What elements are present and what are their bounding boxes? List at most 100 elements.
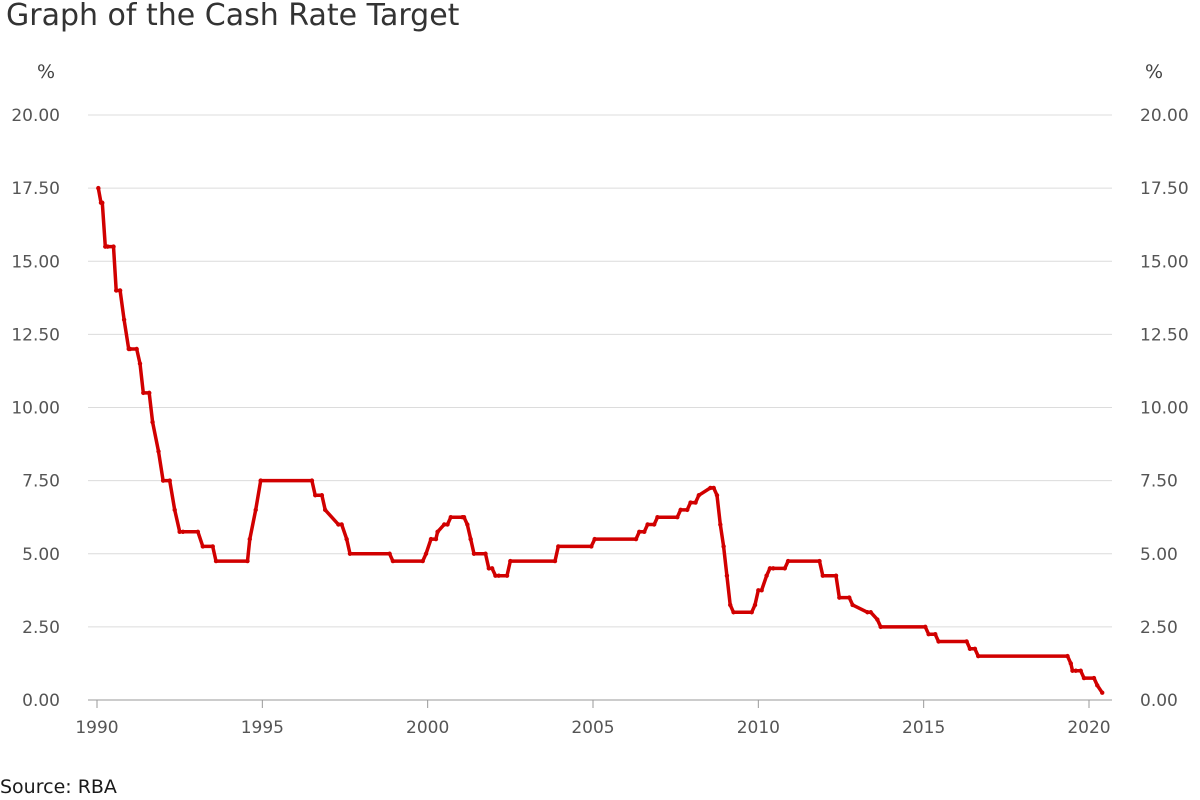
data-point (195, 529, 201, 535)
data-point (213, 558, 219, 564)
y-tick-label-left: 10.00 (11, 399, 60, 419)
data-point (964, 639, 969, 644)
y-tick-label-left: 15.00 (11, 252, 60, 272)
data-point (319, 493, 325, 498)
y-tick-labels-left: 0.00 2.50 5.00 7.50 10.00 12.50 15.00 17.50 20.0… (11, 106, 60, 711)
data-point (688, 500, 693, 505)
data-point (336, 522, 341, 527)
data-point (428, 536, 434, 542)
y-tick-label-left: 17.50 (11, 179, 60, 199)
y-tick-label-right: 2.50 (1140, 618, 1178, 638)
y-tick-label-left: 0.00 (22, 691, 60, 711)
y-tick-label-right: 15.00 (1140, 252, 1189, 272)
data-point (752, 602, 758, 608)
y-tick-label-right: 10.00 (1140, 399, 1189, 419)
data-point (633, 536, 639, 542)
data-point (483, 551, 488, 556)
data-point (868, 610, 873, 615)
data-point (556, 544, 561, 549)
source-note: Source: RBA (0, 776, 117, 798)
data-point (445, 522, 450, 527)
data-point (167, 478, 172, 483)
x-tick-label: 2015 (902, 718, 945, 738)
data-point (493, 573, 498, 578)
data-point (247, 536, 252, 542)
data-point (113, 288, 119, 293)
data-point (1100, 690, 1105, 695)
data-point (759, 588, 764, 593)
data-point (933, 631, 938, 637)
chart-title: Graph of the Cash Rate Target (6, 0, 460, 33)
data-point (134, 346, 139, 352)
data-point (468, 536, 473, 542)
data-point (678, 507, 683, 513)
x-tick-label: 2005 (571, 718, 614, 738)
data-point (504, 573, 510, 578)
data-point (420, 558, 425, 564)
y-tick-label-right: 17.50 (1140, 179, 1189, 199)
data-point (972, 646, 978, 652)
data-point (782, 566, 787, 571)
data-point (711, 485, 716, 491)
data-point (471, 551, 477, 556)
data-point (731, 610, 736, 615)
y-unit-right: % (1145, 61, 1163, 83)
data-point (714, 493, 720, 498)
data-point (655, 514, 660, 520)
data-point (117, 288, 123, 293)
data-point (847, 595, 852, 600)
data-point (651, 522, 657, 527)
y-tick-label-right: 5.00 (1140, 545, 1178, 565)
data-point (592, 536, 597, 542)
data-point (313, 493, 318, 498)
data-point (245, 558, 250, 564)
data-point (749, 610, 754, 615)
data-point (771, 566, 776, 571)
data-point (645, 522, 650, 527)
data-point (121, 317, 127, 322)
data-point (1095, 683, 1100, 688)
data-point (785, 558, 791, 564)
x-tick-label: 2020 (1067, 718, 1110, 738)
data-point (837, 595, 842, 600)
data-point (180, 529, 186, 535)
data-point (675, 514, 680, 520)
series-cash-rate (96, 185, 1105, 695)
y-tick-label-left: 5.00 (22, 545, 60, 565)
y-tick-label-left: 2.50 (22, 618, 60, 638)
data-point (552, 558, 558, 564)
x-tick-labels: 1990 1995 2000 2005 2010 2015 2020 (75, 718, 1110, 738)
data-point (926, 631, 931, 637)
data-point (696, 493, 702, 498)
y-tick-label-right: 7.50 (1140, 472, 1178, 492)
data-point (344, 536, 349, 542)
data-point (465, 522, 470, 527)
data-point (423, 551, 429, 556)
y-tick-label-right: 0.00 (1140, 691, 1178, 711)
x-tick-label: 2010 (737, 718, 780, 738)
data-point (976, 653, 981, 659)
data-point (508, 558, 513, 564)
data-point (141, 390, 146, 396)
y-unit-left: % (37, 61, 55, 83)
y-tick-label-right: 12.50 (1140, 325, 1189, 345)
gridlines (88, 114, 1112, 628)
data-point (442, 522, 447, 527)
data-point (875, 617, 880, 622)
data-point (1065, 653, 1070, 659)
data-point (433, 536, 439, 542)
data-point (496, 573, 501, 578)
data-point (833, 573, 839, 578)
x-tick-label: 2000 (406, 718, 449, 738)
data-point (693, 500, 698, 505)
data-point (817, 558, 822, 564)
series-line (96, 186, 1104, 695)
data-point (461, 514, 467, 520)
data-point (137, 361, 143, 366)
data-point (111, 244, 116, 249)
data-point (865, 610, 870, 615)
data-point (642, 529, 647, 535)
data-point (685, 507, 690, 513)
data-point (387, 551, 392, 556)
